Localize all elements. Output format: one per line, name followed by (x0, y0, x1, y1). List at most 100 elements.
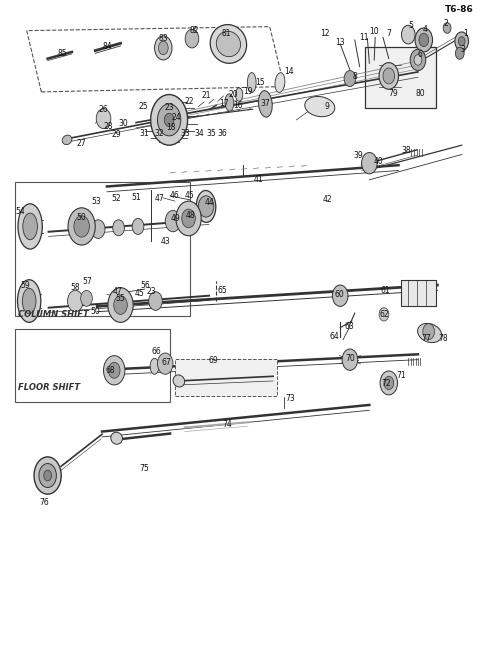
Ellipse shape (210, 25, 246, 63)
Text: 11: 11 (359, 33, 368, 42)
Circle shape (157, 104, 181, 136)
Text: 27: 27 (77, 139, 87, 149)
Circle shape (379, 308, 389, 321)
Ellipse shape (18, 204, 42, 249)
Circle shape (344, 71, 356, 87)
Circle shape (423, 324, 434, 340)
Text: 5: 5 (408, 21, 413, 30)
Text: 85: 85 (57, 49, 67, 58)
Text: 65: 65 (218, 286, 227, 295)
Text: 80: 80 (415, 89, 425, 98)
Text: 55: 55 (116, 294, 125, 303)
Circle shape (164, 113, 174, 127)
Text: 4: 4 (423, 25, 428, 34)
Text: 67: 67 (161, 358, 171, 367)
Text: 14: 14 (284, 67, 294, 77)
Circle shape (155, 36, 172, 60)
Circle shape (108, 362, 120, 378)
Text: 50: 50 (90, 307, 100, 316)
Text: 8: 8 (352, 72, 357, 81)
Text: 22: 22 (185, 97, 194, 106)
Circle shape (132, 218, 144, 234)
Ellipse shape (22, 288, 36, 314)
Text: 81: 81 (222, 29, 231, 38)
Text: 52: 52 (112, 194, 122, 203)
Text: 46: 46 (170, 191, 180, 200)
Text: 28: 28 (103, 122, 113, 131)
Circle shape (458, 37, 465, 46)
Text: 63: 63 (344, 322, 354, 331)
Text: 33: 33 (181, 129, 191, 138)
Text: 9: 9 (324, 102, 329, 111)
Text: 3: 3 (460, 45, 465, 55)
Text: 36: 36 (218, 129, 227, 138)
Circle shape (443, 23, 451, 33)
Text: 20: 20 (228, 90, 238, 99)
Ellipse shape (225, 94, 234, 111)
Text: 61: 61 (380, 286, 390, 295)
Circle shape (39, 464, 56, 488)
Text: 18: 18 (166, 123, 176, 133)
Text: 7: 7 (386, 29, 391, 38)
Text: 78: 78 (438, 334, 448, 343)
Circle shape (113, 220, 124, 236)
Bar (175, 359, 277, 396)
Circle shape (410, 49, 426, 71)
Text: 17: 17 (219, 99, 228, 108)
Circle shape (157, 353, 173, 374)
Circle shape (415, 28, 433, 52)
Text: 77: 77 (421, 334, 431, 343)
Ellipse shape (150, 358, 159, 374)
Text: 71: 71 (397, 371, 406, 380)
Text: 58: 58 (70, 283, 80, 292)
Text: 47: 47 (113, 287, 122, 296)
Text: 2: 2 (444, 19, 449, 29)
Text: 19: 19 (243, 87, 253, 97)
Ellipse shape (417, 324, 442, 342)
Bar (15, 329, 170, 402)
Text: 70: 70 (345, 354, 355, 363)
Text: T6-86: T6-86 (445, 5, 474, 14)
Text: 64: 64 (330, 332, 339, 342)
Ellipse shape (247, 73, 256, 93)
Text: 75: 75 (139, 464, 149, 474)
Circle shape (332, 285, 348, 306)
Text: 66: 66 (152, 347, 161, 356)
Circle shape (380, 371, 398, 395)
Text: 47: 47 (155, 194, 164, 203)
Text: 21: 21 (202, 91, 211, 101)
Circle shape (81, 290, 92, 306)
Text: 1: 1 (463, 29, 468, 38)
Circle shape (68, 208, 95, 245)
Text: 10: 10 (369, 27, 379, 37)
Text: 53: 53 (91, 196, 101, 206)
Text: 54: 54 (16, 207, 25, 216)
Text: 83: 83 (158, 34, 168, 43)
Text: 79: 79 (389, 89, 399, 98)
Ellipse shape (173, 375, 185, 387)
Circle shape (158, 41, 168, 55)
Circle shape (151, 95, 188, 145)
Text: COLUMN SHIFT: COLUMN SHIFT (18, 310, 89, 319)
Ellipse shape (23, 213, 37, 240)
Text: 82: 82 (190, 26, 199, 35)
Text: 23: 23 (147, 287, 156, 296)
Circle shape (384, 376, 394, 390)
Text: 44: 44 (205, 198, 215, 207)
Circle shape (182, 209, 195, 228)
Circle shape (198, 196, 214, 217)
Circle shape (165, 210, 181, 232)
Text: 51: 51 (131, 192, 141, 202)
Circle shape (68, 290, 83, 312)
Ellipse shape (305, 97, 335, 117)
Text: 25: 25 (138, 102, 148, 111)
Text: 40: 40 (373, 157, 383, 166)
Ellipse shape (62, 135, 72, 145)
Text: FLOOR SHIFT: FLOOR SHIFT (18, 383, 81, 392)
Text: 12: 12 (320, 29, 330, 38)
Text: 57: 57 (83, 276, 92, 286)
Text: 73: 73 (286, 394, 295, 403)
Circle shape (149, 292, 162, 310)
Text: 50: 50 (77, 212, 87, 222)
Circle shape (401, 25, 415, 44)
